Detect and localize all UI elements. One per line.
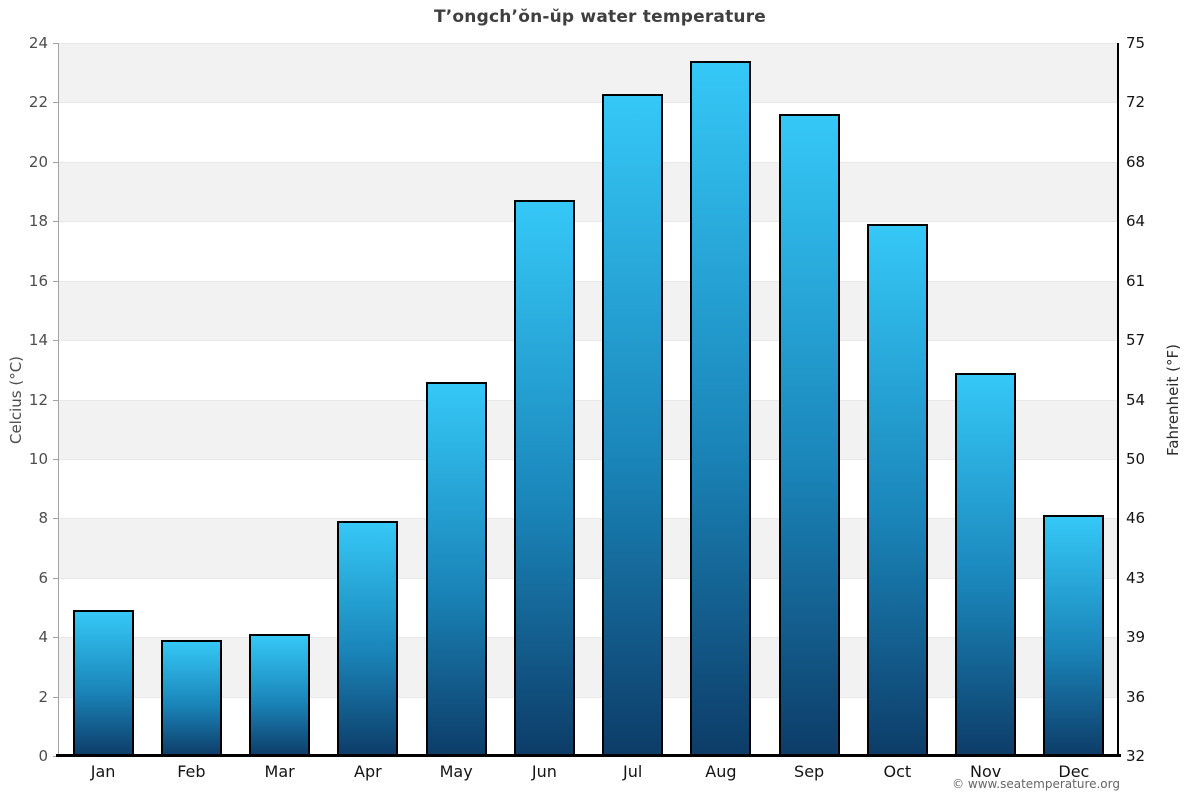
y-tick-mark-celsius (53, 696, 58, 698)
y-tick-label-celsius: 10 (28, 449, 48, 468)
y-tick-mark-celsius (53, 340, 58, 342)
temperature-bar-apr (337, 521, 399, 756)
y-tick-mark-celsius (53, 102, 58, 104)
y-tick-label-fahrenheit: 64 (1126, 212, 1146, 231)
grid-band (59, 458, 1118, 519)
y-tick-label-fahrenheit: 61 (1126, 271, 1146, 290)
chart-title: T’ongch’ŏn-ŭp water temperature (433, 7, 767, 27)
temperature-bar-jul (602, 93, 664, 756)
x-tick-label-may: May (439, 762, 473, 781)
x-axis-line (56, 754, 1121, 757)
temperature-bar-aug (690, 60, 752, 756)
x-tick-label-dec: Dec (1058, 762, 1090, 781)
temperature-bar-dec (1043, 515, 1105, 756)
grid-band (59, 518, 1118, 578)
y-tick-label-fahrenheit: 68 (1126, 152, 1146, 171)
grid-band (59, 102, 1118, 162)
temperature-bar-may (425, 381, 487, 756)
grid-band (59, 280, 1118, 341)
y-tick-label-celsius: 0 (38, 747, 48, 765)
y-tick-label-fahrenheit: 50 (1126, 449, 1146, 468)
y-tick-label-celsius: 18 (28, 212, 48, 231)
y-tick-label-fahrenheit: 57 (1126, 331, 1146, 350)
y-tick-label-fahrenheit: 72 (1126, 93, 1146, 112)
y-tick-mark-celsius (53, 458, 58, 460)
x-tick-label-feb: Feb (177, 762, 206, 781)
y-tick-label-celsius: 4 (38, 628, 48, 647)
y-tick-label-celsius: 2 (38, 687, 48, 706)
x-tick-label-jan: Jan (90, 762, 116, 781)
y-tick-label-celsius: 12 (28, 390, 48, 409)
copyright-footer: © www.seatemperature.org (952, 777, 1120, 791)
y-axis-line-right (1117, 43, 1119, 756)
x-tick-label-apr: Apr (354, 762, 382, 781)
y-tick-mark-celsius (53, 43, 58, 44)
y-tick-label-celsius: 6 (38, 568, 48, 587)
x-tick-label-sep: Sep (794, 762, 825, 781)
grid-band (59, 221, 1118, 281)
y-tick-label-celsius: 14 (28, 331, 48, 350)
x-tick-label-nov: Nov (970, 762, 1002, 781)
y-tick-mark-celsius (53, 756, 58, 757)
grid-band (59, 43, 1118, 103)
y-tick-label-celsius: 24 (28, 34, 48, 52)
y-tick-label-fahrenheit: 39 (1126, 628, 1146, 647)
y-tick-label-celsius: 8 (38, 509, 48, 528)
y-tick-label-fahrenheit: 36 (1126, 687, 1146, 706)
y-tick-label-fahrenheit: 75 (1126, 34, 1146, 52)
y-tick-label-fahrenheit: 43 (1126, 568, 1146, 587)
grid-band (59, 161, 1118, 222)
x-tick-label-oct: Oct (883, 762, 912, 781)
temperature-bar-mar (249, 634, 311, 756)
grid-band (59, 696, 1118, 756)
y-tick-mark-celsius (53, 518, 58, 520)
temperature-bar-feb (160, 640, 222, 756)
grid-band (59, 637, 1118, 697)
plot-area (59, 43, 1118, 756)
y-tick-label-fahrenheit: 54 (1126, 390, 1146, 409)
x-tick-label-jul: Jul (622, 762, 643, 781)
y-tick-label-celsius: 20 (28, 152, 48, 171)
x-tick-label-mar: Mar (264, 762, 295, 781)
y-tick-label-fahrenheit: 46 (1126, 509, 1146, 528)
y-tick-label-celsius: 16 (28, 271, 48, 290)
y-tick-mark-celsius (53, 280, 58, 282)
y-tick-mark-celsius (53, 399, 58, 401)
x-tick-label-aug: Aug (705, 762, 737, 781)
temperature-bar-oct (866, 224, 928, 756)
y-tick-label-celsius: 22 (28, 93, 48, 112)
y-tick-mark-celsius (53, 221, 58, 223)
y-tick-label-fahrenheit: 32 (1126, 747, 1146, 765)
x-tick-label-jun: Jun (531, 762, 557, 781)
temperature-bar-jan (72, 610, 134, 756)
grid-band (59, 399, 1118, 459)
y-tick-mark-celsius (53, 637, 58, 639)
temperature-bar-jun (513, 200, 575, 756)
y-axis-line-left (58, 43, 59, 756)
y-tick-mark-celsius (53, 161, 58, 163)
grid-band (59, 577, 1118, 638)
temperature-bar-nov (955, 372, 1017, 756)
y-tick-mark-celsius (53, 577, 58, 579)
y-axis-right-title: Fahrenheit (°F) (1164, 344, 1182, 456)
temperature-bar-sep (778, 114, 840, 756)
grid-band (59, 340, 1118, 400)
